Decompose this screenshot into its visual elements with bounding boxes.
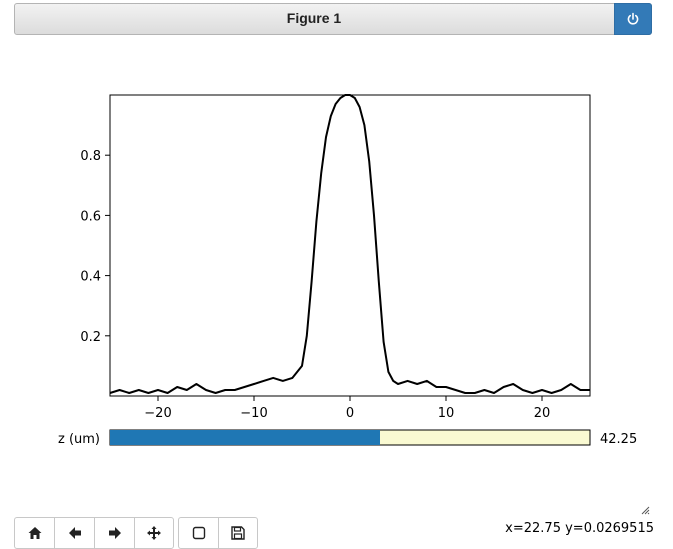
z-slider[interactable]	[109, 429, 591, 446]
power-icon	[627, 12, 639, 25]
cursor-coordinates: x=22.75 y=0.0269515	[505, 521, 654, 536]
navigation-toolbar	[14, 517, 258, 549]
y-tick-label: 0.6	[80, 209, 101, 224]
zoom-button[interactable]	[178, 517, 218, 549]
resize-handle[interactable]	[640, 502, 650, 515]
home-icon	[28, 527, 41, 539]
close-figure-button[interactable]	[614, 3, 652, 35]
series-line	[109, 94, 590, 394]
square-icon	[192, 526, 205, 540]
move-icon	[147, 526, 161, 540]
home-button[interactable]	[14, 517, 54, 549]
arrow-left-icon	[68, 527, 81, 539]
y-tick-label: 0.2	[80, 330, 101, 345]
figure-canvas[interactable]: −20 −10 0 10 20 0.2 0.4 0.6 0.8 z (um) 42.25	[0, 40, 673, 510]
x-tick-label: 10	[438, 406, 455, 421]
arrow-right-icon	[108, 527, 121, 539]
x-tick-label: −10	[240, 406, 267, 421]
save-button[interactable]	[218, 517, 258, 549]
plot-svg: −20 −10 0 10 20 0.2 0.4 0.6 0.8 z (um) 42.25	[58, 94, 637, 447]
forward-button[interactable]	[94, 517, 134, 549]
x-tick-label: 0	[346, 406, 354, 421]
save-icon	[231, 526, 245, 540]
pan-button[interactable]	[134, 517, 174, 549]
figure-titlebar: Figure 1	[14, 3, 652, 35]
figure-title: Figure 1	[286, 10, 342, 26]
plot-frame	[109, 94, 591, 397]
back-button[interactable]	[54, 517, 94, 549]
y-tick-label: 0.4	[80, 270, 101, 285]
x-tick-label: −20	[144, 406, 171, 421]
slider-value: 42.25	[600, 432, 637, 447]
slider-fill	[110, 430, 380, 445]
slider-label: z (um)	[58, 432, 100, 447]
y-tick-label: 0.8	[80, 149, 101, 164]
x-tick-label: 20	[534, 406, 551, 421]
resize-grip-icon	[641, 506, 650, 515]
